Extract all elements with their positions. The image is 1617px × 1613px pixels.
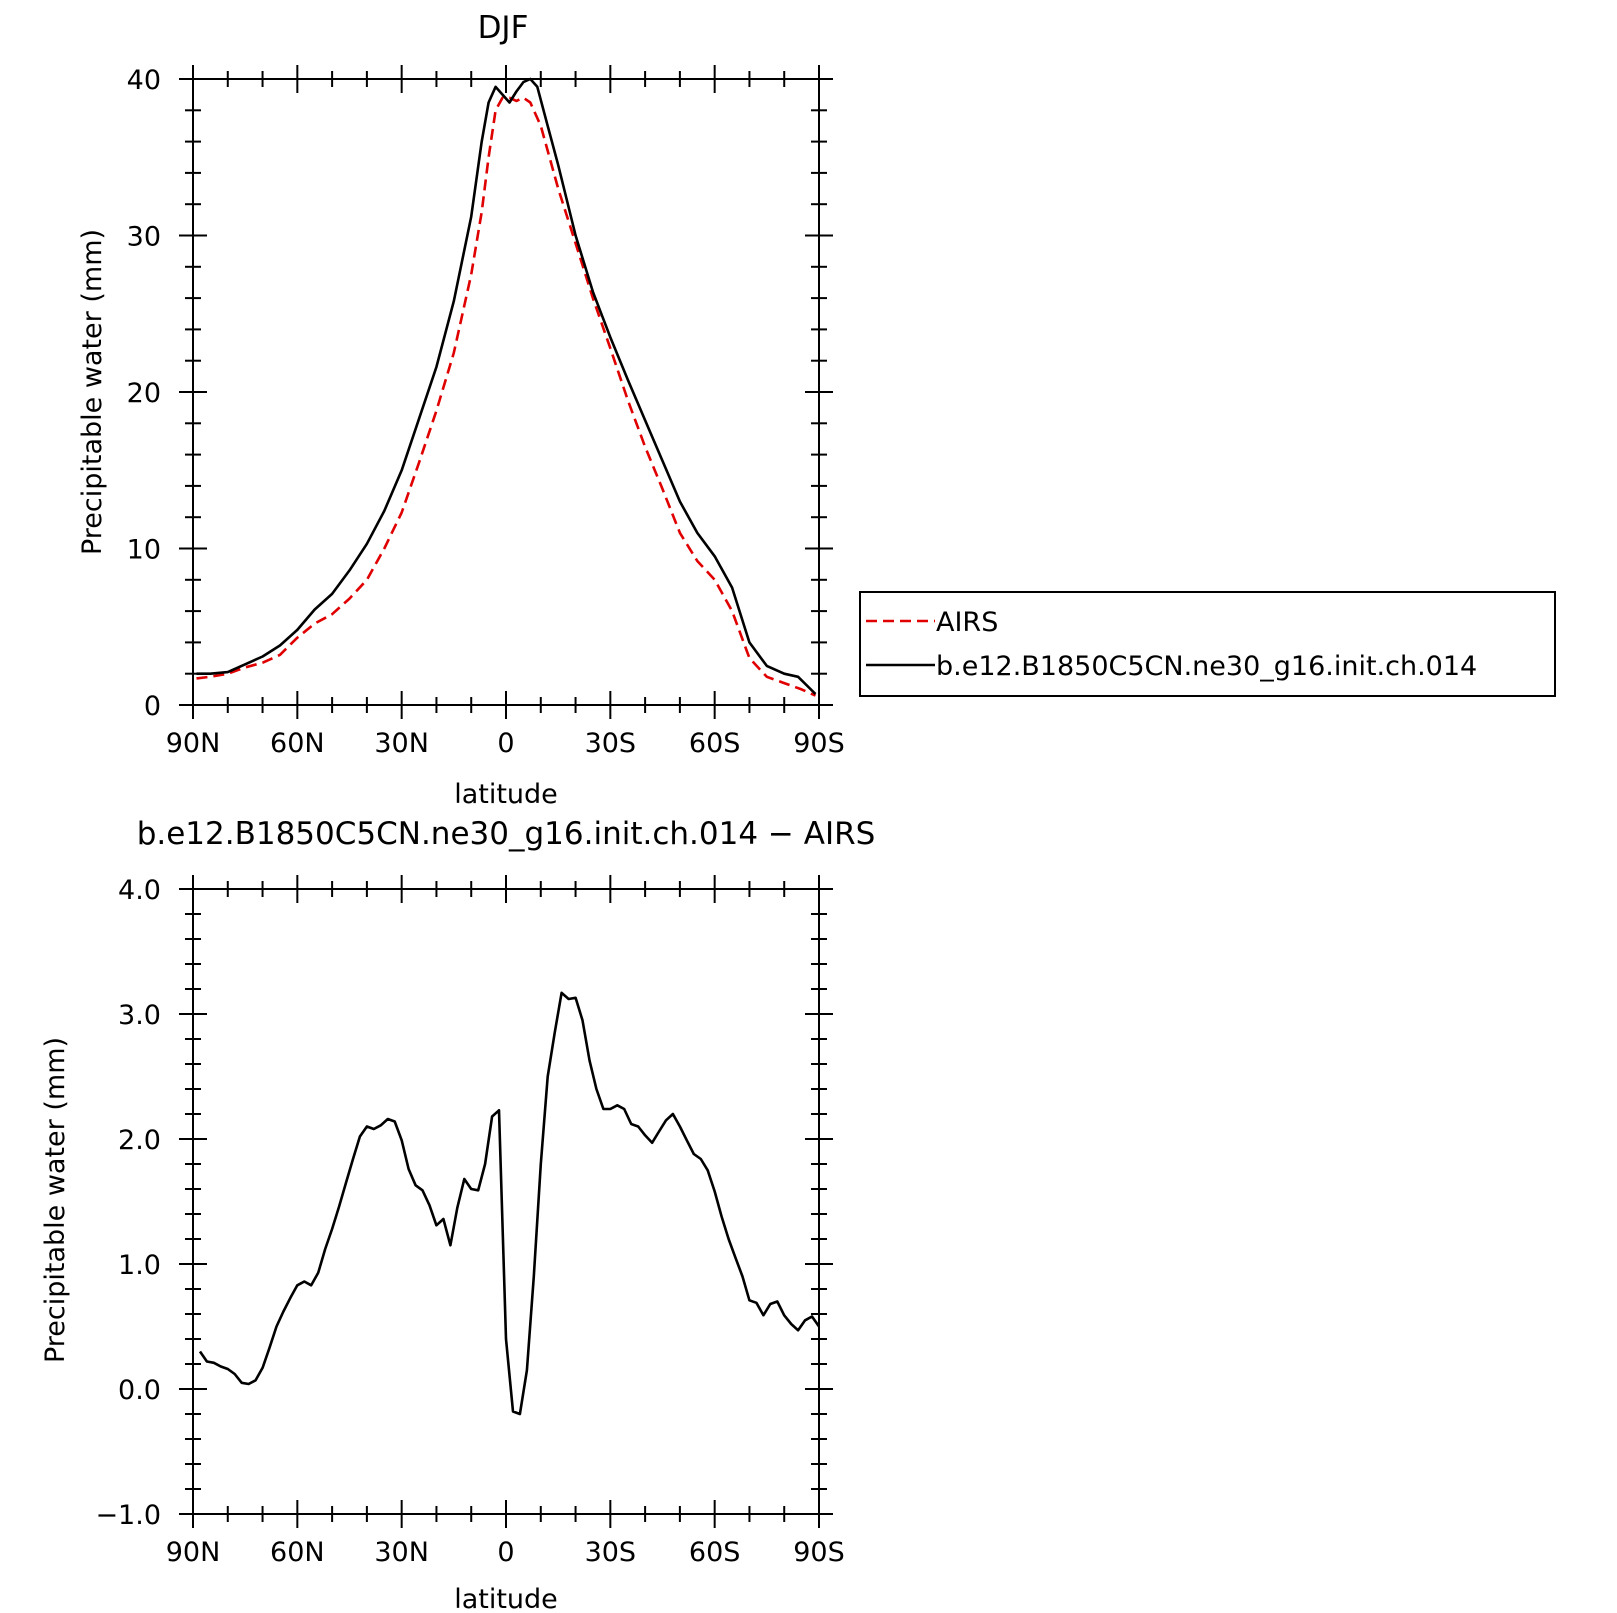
bottom-tick-labels: 90N 60N 30N 0 30S 60S 90S −1.0 0.0 1.0 2.0 3.0 4.0 — [95, 875, 844, 1568]
top-x-tick-label: 0 — [497, 728, 514, 759]
top-y-tick-label: 30 — [127, 222, 161, 253]
bottom-plot-frame — [192, 888, 820, 1515]
bottom-y-tick-label: 1.0 — [118, 1250, 161, 1281]
top-series-line-model — [196, 77, 817, 695]
panel-top-djf: DJF 90N 60N 30N 0 30S 60S 90S 0 10 20 30 40 latitud… — [77, 10, 845, 810]
bottom-chart-title: b.e12.B1850C5CN.ne30_g16.init.ch.014 − A… — [137, 816, 876, 852]
top-x-tick-label: 90S — [793, 728, 845, 759]
legend-label-airs: AIRS — [936, 607, 998, 638]
top-plot-frame — [192, 78, 820, 706]
bottom-series-line-model — [198, 991, 821, 1416]
top-chart-title: DJF — [478, 10, 529, 46]
bottom-x-tick-label: 30N — [374, 1537, 429, 1568]
legend-label-model: b.e12.B1850C5CN.ne30_g16.init.ch.014 — [936, 651, 1477, 682]
bottom-x-tick-label: 60S — [689, 1537, 741, 1568]
bottom-y-tick-label: 0.0 — [118, 1375, 161, 1406]
top-x-tick-label: 30N — [374, 728, 429, 759]
bottom-x-tick-label: 30S — [585, 1537, 637, 1568]
bottom-y-tick-label: 2.0 — [118, 1125, 161, 1156]
panel-bottom-difference: b.e12.B1850C5CN.ne30_g16.init.ch.014 − A… — [40, 816, 875, 1613]
top-y-tick-label: 40 — [127, 65, 161, 96]
top-x-tick-label: 30S — [585, 728, 637, 759]
legend-box — [859, 591, 1556, 697]
top-x-tick-label: 90N — [166, 728, 221, 759]
top-axis-ticks — [179, 65, 833, 719]
bottom-y-tick-label: 3.0 — [118, 1000, 161, 1031]
bottom-series-layer — [198, 991, 821, 1416]
top-series-line-airs — [196, 96, 817, 697]
bottom-y-axis-label: Precipitable water (mm) — [40, 1037, 71, 1363]
top-y-tick-label: 0 — [144, 691, 161, 722]
top-series-layer — [196, 77, 817, 697]
top-tick-labels: 90N 60N 30N 0 30S 60S 90S 0 10 20 30 40 — [127, 65, 845, 759]
bottom-y-tick-label: 4.0 — [118, 875, 161, 906]
bottom-x-tick-label: 90S — [793, 1537, 845, 1568]
top-x-tick-label: 60N — [270, 728, 325, 759]
bottom-x-tick-label: 0 — [497, 1537, 514, 1568]
bottom-y-tick-label: −1.0 — [95, 1500, 161, 1531]
top-y-axis-label: Precipitable water (mm) — [77, 229, 108, 555]
top-y-tick-label: 20 — [127, 378, 161, 409]
top-x-tick-label: 60S — [689, 728, 741, 759]
bottom-x-tick-label: 90N — [166, 1537, 221, 1568]
top-y-tick-label: 10 — [127, 535, 161, 566]
legend: AIRS b.e12.B1850C5CN.ne30_g16.init.ch.01… — [859, 591, 1556, 697]
bottom-x-tick-label: 60N — [270, 1537, 325, 1568]
bottom-x-axis-label: latitude — [454, 1584, 558, 1613]
bottom-axis-ticks — [179, 875, 833, 1528]
top-x-axis-label: latitude — [454, 779, 558, 810]
